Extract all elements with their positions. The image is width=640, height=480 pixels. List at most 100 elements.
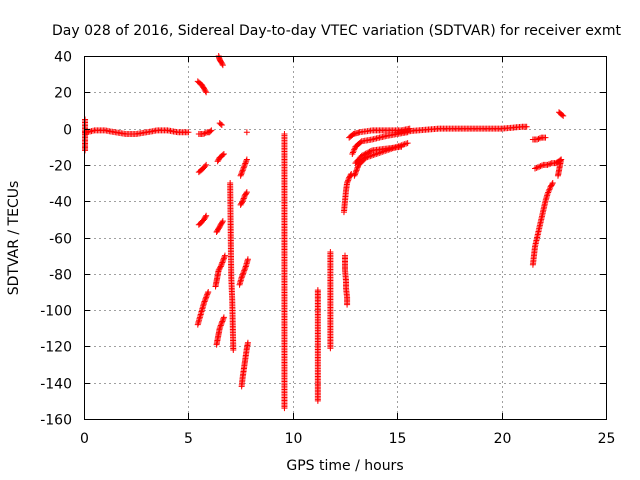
data-point	[204, 291, 211, 298]
data-point	[559, 111, 566, 118]
data-point	[242, 264, 249, 271]
data-point	[368, 152, 375, 159]
data-point	[218, 121, 225, 128]
data-point	[240, 164, 247, 171]
data-point	[544, 190, 551, 197]
data-point	[327, 345, 334, 352]
data-point	[240, 268, 247, 275]
y-tick-labels: -160 -140 -120 -100 -80 -60 -40 -20 0 20 40	[40, 50, 72, 429]
data-point	[201, 299, 208, 306]
data-point	[202, 88, 209, 95]
data-point	[203, 212, 210, 219]
data-point	[238, 170, 245, 177]
data-point	[201, 298, 208, 305]
data-point	[401, 141, 408, 148]
data-point	[398, 143, 405, 150]
data-point	[238, 171, 245, 178]
data-point	[219, 62, 226, 69]
data-point	[238, 199, 245, 206]
data-point	[544, 161, 551, 168]
data-point	[207, 128, 214, 135]
data-point	[219, 218, 226, 225]
data-points	[82, 53, 567, 412]
data-point	[243, 190, 250, 197]
data-point	[241, 194, 248, 201]
x-tick-label: 15	[389, 431, 407, 447]
data-point	[219, 60, 226, 67]
data-point	[560, 112, 567, 119]
data-point	[535, 135, 542, 142]
data-point	[538, 162, 545, 169]
data-point	[549, 180, 556, 187]
data-point	[523, 123, 530, 130]
data-point	[82, 147, 89, 154]
data-point	[542, 134, 549, 141]
data-point	[239, 271, 246, 278]
data-point	[239, 168, 246, 175]
data-point	[353, 167, 360, 174]
data-point	[352, 170, 359, 177]
data-point	[354, 165, 361, 172]
data-point	[217, 323, 224, 330]
y-tick-label: -140	[40, 377, 72, 393]
data-point	[243, 129, 250, 136]
data-point	[358, 152, 365, 159]
data-point	[238, 274, 245, 281]
data-point	[536, 163, 543, 170]
data-point	[219, 151, 226, 158]
grid-lines	[84, 56, 606, 419]
y-tick-label: 20	[54, 86, 72, 102]
data-point	[367, 153, 374, 160]
data-point	[403, 140, 410, 147]
data-point	[352, 168, 359, 175]
data-point	[240, 195, 247, 202]
data-point	[205, 288, 212, 295]
data-point	[220, 314, 227, 321]
x-tick-label: 5	[184, 431, 193, 447]
data-point	[240, 270, 247, 277]
data-point	[217, 121, 224, 128]
data-point	[244, 256, 251, 263]
y-tick-label: -120	[40, 340, 72, 356]
x-axis-label: GPS time / hours	[286, 458, 403, 474]
data-point	[230, 347, 237, 354]
data-point	[354, 164, 361, 171]
y-tick-label: 40	[54, 50, 72, 66]
x-tick-labels: 0 5 10 15 20 25	[80, 431, 615, 447]
y-tick-label: 0	[63, 123, 72, 139]
data-point	[345, 177, 352, 184]
data-point	[218, 262, 225, 269]
data-point	[545, 161, 552, 168]
data-point	[218, 319, 225, 326]
data-point	[221, 254, 228, 261]
data-point	[203, 293, 210, 300]
data-point	[202, 297, 209, 304]
data-point	[362, 150, 369, 157]
data-point	[217, 264, 224, 271]
y-tick-label: -160	[40, 413, 72, 429]
data-point	[365, 149, 372, 156]
data-point	[545, 188, 552, 195]
data-point	[534, 136, 541, 143]
data-point	[365, 153, 372, 160]
data-point	[239, 198, 246, 205]
data-point	[203, 89, 210, 96]
data-point	[351, 172, 358, 179]
data-point	[360, 152, 367, 159]
y-axis-label: SDTVAR / TECUs	[6, 181, 22, 296]
data-point	[218, 321, 225, 328]
y-tick-label: -40	[49, 195, 72, 211]
data-point	[219, 219, 226, 226]
data-point	[547, 160, 554, 167]
data-point	[347, 172, 354, 179]
data-point	[241, 266, 248, 273]
axis-ticks	[84, 56, 607, 420]
data-point	[239, 167, 246, 174]
data-point	[404, 140, 411, 147]
data-point	[217, 263, 224, 270]
data-point	[366, 148, 373, 155]
x-tick-label: 0	[80, 431, 89, 447]
data-point	[237, 172, 244, 179]
data-point	[241, 163, 248, 170]
